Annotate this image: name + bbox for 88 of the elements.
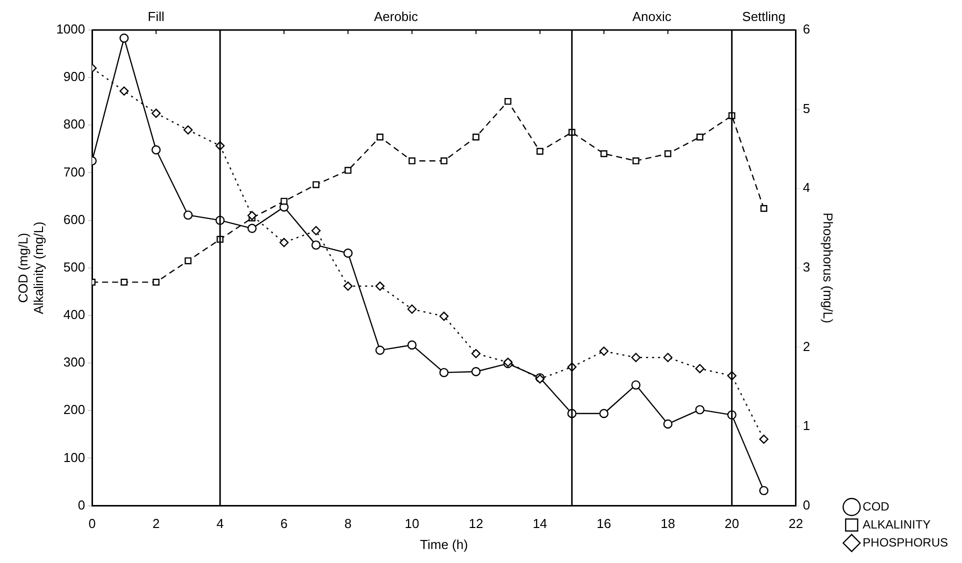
point bbox=[695, 405, 704, 414]
legend-label: PHOSPHORUS bbox=[862, 535, 948, 550]
point bbox=[663, 419, 672, 429]
y2-tick-label: 0 bbox=[802, 497, 810, 512]
point bbox=[375, 346, 385, 355]
point bbox=[151, 145, 161, 154]
y-tick-label: 300 bbox=[63, 354, 86, 370]
y-tick-label: 500 bbox=[63, 259, 86, 274]
point bbox=[152, 278, 160, 286]
point bbox=[759, 486, 768, 496]
point bbox=[439, 368, 449, 378]
point bbox=[408, 157, 416, 164]
y2-tick-label: 2 bbox=[802, 338, 810, 354]
point bbox=[311, 240, 321, 250]
point bbox=[120, 33, 129, 43]
point bbox=[471, 348, 481, 358]
x-tick-label: 0 bbox=[88, 516, 96, 532]
point bbox=[695, 364, 704, 374]
point bbox=[631, 352, 640, 362]
x-tick-label: 12 bbox=[468, 516, 484, 532]
point bbox=[759, 434, 768, 444]
y2-tick-label: 6 bbox=[802, 22, 810, 37]
y-tick-label: 800 bbox=[63, 116, 86, 132]
y-tick-label: 200 bbox=[63, 402, 86, 418]
point bbox=[504, 98, 512, 105]
point bbox=[375, 282, 385, 291]
point bbox=[599, 346, 609, 356]
point bbox=[471, 367, 481, 376]
x-tick-label: 18 bbox=[660, 516, 676, 532]
x-axis-title: Time (h) bbox=[420, 536, 468, 552]
point bbox=[376, 134, 384, 140]
point bbox=[600, 150, 608, 158]
x-tick-label: 2 bbox=[152, 516, 160, 532]
x-tick-label: 10 bbox=[404, 516, 420, 532]
point bbox=[632, 157, 640, 164]
point bbox=[663, 352, 672, 362]
point bbox=[311, 226, 321, 236]
point bbox=[407, 340, 417, 350]
y-tick-label: 700 bbox=[63, 164, 86, 180]
point bbox=[183, 125, 193, 135]
point bbox=[183, 210, 193, 220]
y-tick-label: 600 bbox=[63, 212, 86, 227]
point bbox=[312, 181, 320, 188]
y-axis-title: COD (mg/L) Alkalinity (mg/L) bbox=[15, 222, 46, 314]
point bbox=[696, 134, 704, 140]
text: Aerobic bbox=[374, 9, 419, 24]
point bbox=[184, 257, 192, 264]
x-tick-label: 16 bbox=[596, 516, 612, 532]
x-tick-label: 8 bbox=[344, 516, 352, 532]
point bbox=[407, 304, 417, 314]
point bbox=[343, 248, 353, 258]
point bbox=[536, 148, 544, 155]
y2-tick-label: 4 bbox=[802, 180, 810, 196]
y-tick-label: 100 bbox=[63, 450, 86, 465]
point bbox=[664, 150, 672, 158]
point bbox=[599, 408, 609, 418]
point bbox=[120, 86, 129, 96]
point bbox=[343, 282, 353, 291]
x-tick-label: 4 bbox=[216, 516, 224, 532]
point bbox=[151, 108, 161, 118]
text: Settling bbox=[742, 9, 786, 24]
legend-label: COD bbox=[862, 499, 890, 514]
point bbox=[279, 238, 289, 248]
point bbox=[631, 380, 640, 390]
point bbox=[247, 224, 257, 234]
y2-tick-label: 5 bbox=[802, 100, 810, 116]
point bbox=[120, 278, 128, 286]
y2-tick-label: 1 bbox=[802, 418, 810, 434]
point bbox=[440, 157, 448, 164]
x-tick-label: 6 bbox=[280, 516, 288, 532]
x-tick-label: 14 bbox=[532, 516, 548, 532]
text: Anoxic bbox=[632, 9, 672, 24]
point bbox=[344, 166, 352, 174]
legend-label: ALKALINITY bbox=[862, 517, 931, 532]
y-tick-label: 1000 bbox=[56, 22, 86, 37]
text: Fill bbox=[148, 9, 165, 24]
y-tick-label: 0 bbox=[78, 497, 86, 512]
point bbox=[760, 204, 768, 212]
point bbox=[439, 312, 449, 321]
y-tick-label: 400 bbox=[63, 307, 86, 322]
y2-tick-label: 3 bbox=[802, 259, 810, 274]
point bbox=[472, 134, 480, 140]
point bbox=[280, 198, 288, 205]
y-tick-label: 900 bbox=[63, 69, 86, 84]
x-tick-label: 22 bbox=[788, 516, 804, 532]
x-tick-label: 20 bbox=[724, 516, 740, 532]
point bbox=[247, 210, 257, 220]
y2-axis-title: Phosphorus (mg/L) bbox=[820, 212, 836, 324]
